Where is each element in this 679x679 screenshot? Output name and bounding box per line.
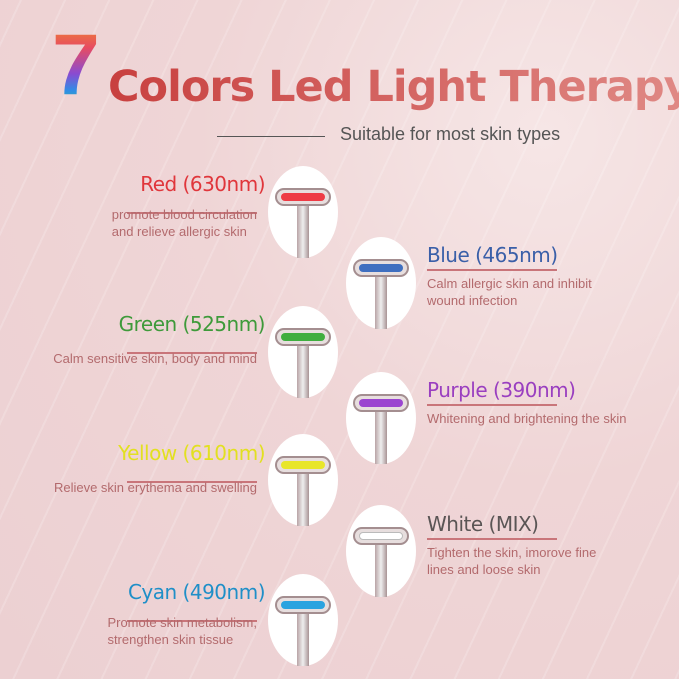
- underline: [427, 269, 557, 271]
- wand-white-icon: [346, 505, 416, 597]
- wand-yellow-icon: [268, 434, 338, 526]
- divider: [217, 136, 325, 137]
- item-desc: promote blood circulation and relieve all…: [111, 207, 257, 239]
- item-desc: Calm allergic skin and inhibit wound infe…: [427, 276, 592, 308]
- item-desc: Whitening and brightening the skin: [427, 411, 627, 426]
- subtitle: Suitable for most skin types: [340, 124, 561, 144]
- item-title: Yellow (610nm): [118, 441, 265, 465]
- page-title: Colors Led Light Therapy: [108, 62, 679, 112]
- item-desc: Relieve skin erythema and swelling: [53, 480, 257, 495]
- item-desc: Promote skin metabolism, strengthen skin …: [107, 615, 257, 647]
- wand-blue-icon: [346, 237, 416, 329]
- item-title: Purple (390nm): [427, 378, 576, 402]
- item-title: White (MIX): [427, 512, 539, 536]
- underline: [427, 538, 557, 540]
- number-seven-logo: 7: [52, 17, 100, 113]
- underline: [127, 481, 257, 483]
- wand-green-icon: [268, 306, 338, 398]
- underline: [427, 404, 557, 406]
- item-desc: Calm sensitive skin, body and mind: [53, 351, 257, 366]
- item-title: Blue (465nm): [427, 243, 558, 267]
- item-title: Red (630nm): [140, 172, 265, 196]
- underline: [127, 352, 257, 354]
- item-title: Cyan (490nm): [127, 580, 266, 604]
- item-desc: Tighten the skin, imorove fine lines and …: [427, 545, 597, 577]
- item-title: Green (525nm): [118, 312, 266, 336]
- wand-cyan-icon: [268, 574, 338, 666]
- wand-purple-icon: [346, 372, 416, 464]
- wand-red-icon: [268, 166, 338, 258]
- underline: [127, 620, 257, 622]
- underline: [127, 212, 257, 214]
